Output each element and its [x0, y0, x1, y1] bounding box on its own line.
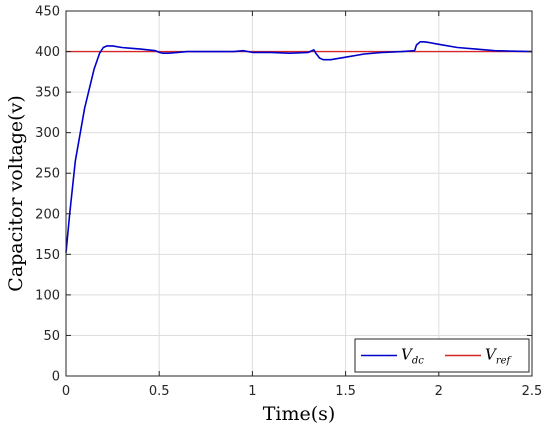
x-axis-title: Time(s) — [263, 403, 336, 425]
y-axis-title: Capacitor voltage(v) — [5, 95, 27, 291]
x-tick-label: 0.5 — [149, 384, 170, 399]
series-line-vdc — [65, 40, 533, 253]
y-tick-label: 400 — [35, 45, 60, 60]
legend-label-vref-sub: ref — [496, 356, 513, 367]
plot-frame — [65, 10, 533, 377]
y-tick-label: 150 — [35, 248, 60, 263]
x-axis: 0 0.5 1 1.5 2 2.5 — [62, 11, 542, 399]
y-tick-label: 50 — [43, 329, 60, 344]
y-tick-label: 0 — [52, 370, 60, 385]
y-tick-label: 100 — [35, 288, 60, 303]
grid — [65, 10, 533, 377]
series-layer — [65, 40, 533, 253]
legend-label-vdc: Vdc — [401, 346, 424, 367]
x-tick-label: 0 — [62, 384, 70, 399]
x-tick-label: 2 — [435, 384, 443, 399]
legend-label-vref-main: V — [485, 346, 498, 364]
legend: Vdc Vref — [354, 338, 530, 373]
y-tick-label: 300 — [35, 126, 60, 141]
y-tick-label: 250 — [35, 167, 60, 182]
legend-label-vref: Vref — [485, 346, 513, 367]
y-axis: 0 50 100 150 200 250 300 350 400 450 — [35, 5, 532, 385]
x-tick-label: 1 — [248, 384, 256, 399]
y-tick-label: 350 — [35, 86, 60, 101]
legend-label-vdc-main: V — [401, 346, 414, 364]
y-tick-label: 450 — [35, 5, 60, 20]
x-tick-label: 1.5 — [335, 384, 356, 399]
x-tick-label: 2.5 — [522, 384, 543, 399]
y-tick-label: 200 — [35, 207, 60, 222]
legend-label-vdc-sub: dc — [412, 356, 424, 367]
